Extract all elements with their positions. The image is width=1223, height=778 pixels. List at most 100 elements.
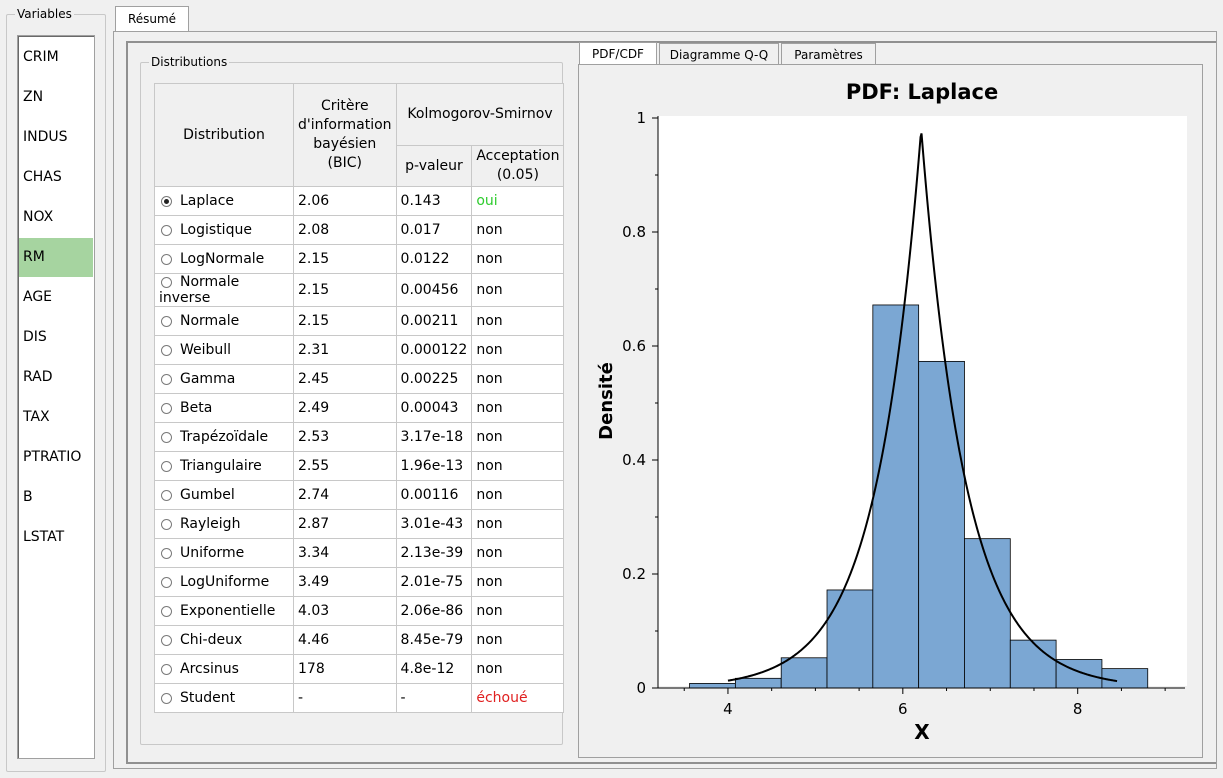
tab-qq-plot[interactable]: Diagramme Q-Q — [659, 43, 779, 65]
bic-cell: 2.08 — [293, 215, 397, 245]
acceptance-cell: non — [471, 654, 565, 684]
tab-resume[interactable]: Résumé — [115, 6, 189, 32]
radio-button[interactable] — [161, 315, 172, 327]
variable-item-crim[interactable]: CRIM — [23, 49, 59, 65]
radio-button[interactable] — [161, 547, 172, 559]
distribution-cell[interactable]: Trapézoïdale — [154, 422, 294, 452]
variable-item-zn[interactable]: ZN — [23, 89, 44, 105]
pvalue-cell: 0.00116 — [395, 480, 473, 510]
bic-cell: 2.15 — [293, 273, 397, 307]
pvalue-cell: 0.143 — [395, 186, 473, 216]
tab-parameters[interactable]: Paramètres — [781, 43, 876, 65]
header-distribution[interactable]: Distribution — [154, 83, 294, 187]
pvalue-cell: 0.000122 — [395, 335, 473, 365]
variable-item-chas[interactable]: CHAS — [23, 169, 62, 185]
radio-button[interactable] — [161, 253, 172, 265]
variables-groupbox: Variables CRIM ZN INDUS CHAS NOX RM AGE DIS RAD T… — [6, 6, 106, 772]
table-row[interactable]: Normale 2.15 0.00211 non — [154, 306, 565, 336]
bic-cell: 3.49 — [293, 567, 397, 597]
table-row[interactable]: Weibull 2.31 0.000122 non — [154, 335, 565, 365]
table-row[interactable]: Laplace 2.06 0.143 oui — [154, 186, 565, 216]
variables-list[interactable]: CRIM ZN INDUS CHAS NOX RM AGE DIS RAD TAX PTRATIO B… — [17, 35, 95, 759]
distribution-name: Rayleigh — [180, 516, 241, 532]
distribution-cell[interactable]: Arcsinus — [154, 654, 294, 684]
table-row[interactable]: Trapézoïdale 2.53 3.17e-18 non — [154, 422, 565, 452]
radio-button[interactable] — [161, 692, 172, 704]
distribution-cell[interactable]: Gumbel — [154, 480, 294, 510]
table-row[interactable]: Chi-deux 4.46 8.45e-79 non — [154, 625, 565, 655]
x-tick-label: 6 — [898, 700, 908, 718]
radio-button[interactable] — [161, 195, 172, 207]
distribution-cell[interactable]: Normale inverse — [154, 273, 294, 307]
radio-button[interactable] — [161, 518, 172, 530]
radio-button[interactable] — [161, 489, 172, 501]
radio-button[interactable] — [161, 576, 172, 588]
bic-cell: 178 — [293, 654, 397, 684]
chart-title: PDF: Laplace — [846, 80, 998, 104]
pdf-curve — [727, 133, 1118, 683]
header-bic[interactable]: Critère d'information bayésien (BIC) — [293, 83, 397, 187]
table-row[interactable]: Gumbel 2.74 0.00116 non — [154, 480, 565, 510]
distribution-cell[interactable]: Beta — [154, 393, 294, 423]
radio-button[interactable] — [161, 224, 172, 236]
acceptance-cell: non — [471, 306, 565, 336]
table-row[interactable]: Arcsinus 178 4.8e-12 non — [154, 654, 565, 684]
pvalue-cell: 0.00456 — [395, 273, 473, 307]
radio-button[interactable] — [161, 663, 172, 675]
tab-pdf-cdf[interactable]: PDF/CDF — [579, 42, 657, 66]
y-tick-label: 0.6 — [622, 337, 646, 355]
distribution-cell[interactable]: Gamma — [154, 364, 294, 394]
histogram-bar — [918, 360, 965, 689]
radio-button[interactable] — [161, 605, 172, 617]
table-row[interactable]: LogUniforme 3.49 2.01e-75 non — [154, 567, 565, 597]
distribution-cell[interactable]: Normale — [154, 306, 294, 336]
distribution-cell[interactable]: Student — [154, 683, 294, 713]
y-tick-label: 0 — [636, 679, 646, 697]
variable-item-rad[interactable]: RAD — [23, 369, 53, 385]
table-row[interactable]: Logistique 2.08 0.017 non — [154, 215, 565, 245]
radio-button[interactable] — [161, 344, 172, 356]
distribution-cell[interactable]: Exponentielle — [154, 596, 294, 626]
variable-item-tax[interactable]: TAX — [23, 409, 50, 425]
distribution-cell[interactable]: LogUniforme — [154, 567, 294, 597]
radio-button[interactable] — [161, 634, 172, 646]
variable-item-lstat[interactable]: LSTAT — [23, 529, 65, 545]
radio-button[interactable] — [161, 460, 172, 472]
radio-button[interactable] — [161, 431, 172, 443]
header-pvalue[interactable]: p-valeur — [395, 145, 473, 187]
table-row[interactable]: LogNormale 2.15 0.0122 non — [154, 244, 565, 274]
distribution-cell[interactable]: Triangulaire — [154, 451, 294, 481]
distribution-cell[interactable]: Uniforme — [154, 538, 294, 568]
variable-item-age[interactable]: AGE — [23, 289, 53, 305]
table-row[interactable]: Beta 2.49 0.00043 non — [154, 393, 565, 423]
table-row[interactable]: Normale inverse 2.15 0.00456 non — [154, 273, 565, 307]
radio-button[interactable] — [161, 276, 172, 288]
pvalue-cell: 8.45e-79 — [395, 625, 473, 655]
distribution-cell[interactable]: LogNormale — [154, 244, 294, 274]
distribution-cell[interactable]: Chi-deux — [154, 625, 294, 655]
variable-item-ptratio[interactable]: PTRATIO — [23, 449, 82, 465]
header-ks: Kolmogorov-Smirnov — [395, 83, 565, 146]
distribution-cell[interactable]: Rayleigh — [154, 509, 294, 539]
distribution-cell[interactable]: Laplace — [154, 186, 294, 216]
bic-cell: 2.74 — [293, 480, 397, 510]
table-row[interactable]: Uniforme 3.34 2.13e-39 non — [154, 538, 565, 568]
variable-item-b[interactable]: B — [23, 489, 33, 505]
pvalue-cell: 3.17e-18 — [395, 422, 473, 452]
table-row[interactable]: Exponentielle 4.03 2.06e-86 non — [154, 596, 565, 626]
y-tick-label: 1 — [636, 109, 646, 127]
variable-item-nox[interactable]: NOX — [23, 209, 54, 225]
header-acceptance[interactable]: Acceptation (0.05) — [471, 145, 565, 187]
table-row[interactable]: Rayleigh 2.87 3.01e-43 non — [154, 509, 565, 539]
y-tick-label: 0.2 — [622, 565, 646, 583]
table-row[interactable]: Gamma 2.45 0.00225 non — [154, 364, 565, 394]
radio-button[interactable] — [161, 373, 172, 385]
variable-item-rm[interactable]: RM — [19, 238, 93, 277]
table-row[interactable]: Student - - échoué — [154, 683, 565, 713]
variable-item-dis[interactable]: DIS — [23, 329, 47, 345]
table-row[interactable]: Triangulaire 2.55 1.96e-13 non — [154, 451, 565, 481]
distribution-cell[interactable]: Logistique — [154, 215, 294, 245]
distribution-cell[interactable]: Weibull — [154, 335, 294, 365]
variable-item-indus[interactable]: INDUS — [23, 129, 68, 145]
radio-button[interactable] — [161, 402, 172, 414]
